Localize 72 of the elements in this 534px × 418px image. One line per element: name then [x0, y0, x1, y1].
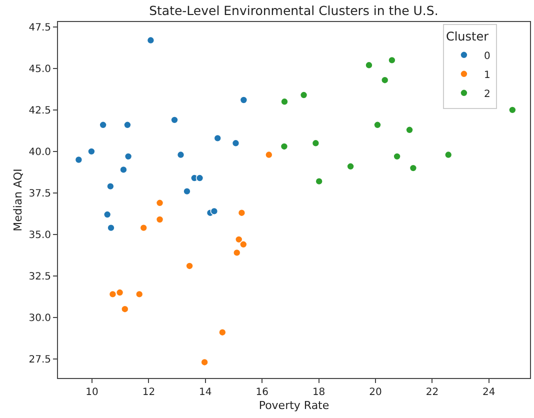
point — [124, 121, 132, 129]
point — [176, 150, 185, 159]
point — [210, 207, 218, 216]
point — [99, 121, 107, 129]
point — [315, 177, 323, 186]
y-tick-label: 35.0 — [28, 230, 51, 241]
point — [238, 208, 246, 217]
chart-title: State-Level Environmental Clusters in the U.S. — [149, 3, 438, 18]
point — [186, 262, 194, 270]
x-axis-title: Poverty Rate — [258, 399, 330, 412]
x-tick-label: 16 — [256, 387, 268, 398]
point — [156, 216, 164, 224]
point — [388, 56, 396, 64]
x-tick-label: 22 — [426, 387, 439, 398]
x-tick-label: 14 — [199, 387, 212, 398]
legend-title: Cluster — [446, 29, 489, 44]
point — [346, 162, 354, 170]
point — [140, 224, 148, 232]
point — [234, 236, 243, 244]
point — [280, 98, 288, 106]
point — [300, 91, 308, 99]
y-tick-label: 47.5 — [28, 22, 51, 34]
legend-label: 0 — [484, 50, 490, 62]
point — [240, 240, 248, 248]
point — [409, 164, 418, 172]
point — [120, 166, 128, 174]
point — [88, 148, 96, 156]
y-tick-label: 30.0 — [28, 312, 51, 324]
point — [170, 116, 178, 124]
point — [124, 152, 132, 160]
y-tick-label: 45.0 — [28, 64, 51, 75]
y-tick-label: 32.5 — [28, 271, 51, 282]
x-tick-label: 12 — [142, 387, 156, 398]
x-tick-label: 20 — [369, 387, 382, 398]
point — [406, 126, 414, 134]
y-axis-title: Median AQI — [11, 168, 24, 232]
point — [196, 174, 204, 182]
point — [135, 290, 144, 298]
y-tick-label: 40.0 — [28, 146, 51, 158]
y-tick-label: 37.5 — [28, 188, 51, 200]
point — [240, 96, 248, 104]
point — [393, 152, 401, 160]
point — [121, 305, 129, 314]
point — [107, 224, 115, 232]
point — [444, 150, 452, 159]
point — [508, 106, 516, 114]
point — [218, 328, 226, 336]
point — [312, 139, 320, 148]
x-tick-label: 24 — [482, 387, 496, 398]
point — [232, 248, 241, 257]
point — [116, 288, 124, 296]
x-tick-label: 18 — [312, 387, 326, 398]
point — [374, 121, 382, 129]
point — [265, 150, 273, 159]
point — [232, 139, 240, 148]
legend-label: 2 — [484, 88, 490, 100]
point — [183, 187, 191, 196]
point — [365, 61, 373, 70]
point — [156, 199, 164, 207]
x-tick-label: 10 — [86, 387, 98, 398]
legend-label: 1 — [484, 70, 490, 81]
point — [74, 156, 83, 164]
point — [200, 358, 208, 366]
y-tick-label: 42.5 — [28, 105, 51, 116]
point — [103, 210, 112, 218]
point — [280, 142, 288, 150]
point — [380, 76, 389, 84]
y-tick-label: 27.5 — [28, 354, 51, 366]
point — [108, 290, 117, 298]
point — [106, 182, 114, 190]
point — [146, 36, 155, 44]
point — [214, 134, 222, 142]
